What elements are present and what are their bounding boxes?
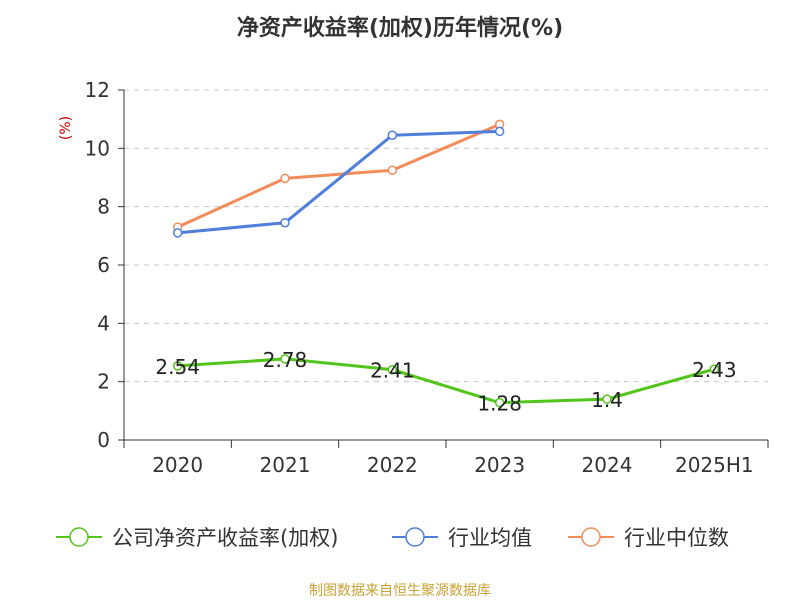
x-tick-label: 2025H1 bbox=[675, 453, 754, 477]
legend: 公司净资产收益率(加权) 行业均值 行业中位数 bbox=[56, 526, 729, 550]
legend-label: 行业中位数 bbox=[624, 526, 729, 550]
data-point bbox=[280, 354, 290, 364]
x-tick-label: 2024 bbox=[582, 453, 633, 477]
series-group bbox=[172, 119, 720, 408]
y-tick-label: 0 bbox=[97, 428, 110, 452]
data-label: 2.43 bbox=[692, 358, 737, 382]
y-axis-label: (%) bbox=[58, 116, 74, 140]
legend-marker bbox=[405, 527, 425, 547]
data-label: 1.28 bbox=[477, 392, 522, 416]
x-tick-label: 2021 bbox=[260, 453, 311, 477]
x-tick-label: 2023 bbox=[474, 453, 525, 477]
series-line bbox=[177, 357, 715, 405]
y-tick-label: 6 bbox=[97, 253, 110, 277]
data-point bbox=[709, 364, 720, 374]
y-tick-label: 2 bbox=[97, 370, 110, 394]
y-tick-label: 10 bbox=[85, 136, 110, 160]
data-point bbox=[280, 217, 290, 228]
y-tick-label: 8 bbox=[97, 195, 110, 219]
x-tick-label: 2022 bbox=[367, 453, 418, 477]
data-point bbox=[387, 165, 398, 175]
data-label: 2.41 bbox=[370, 359, 415, 383]
series-line bbox=[177, 123, 501, 229]
legend-marker bbox=[69, 527, 89, 547]
data-point bbox=[387, 130, 398, 140]
axes: 0 2 4 6 8 10 12 2020 2021 2022 2023 2024 2025H1 (%) bbox=[58, 78, 769, 477]
data-point bbox=[387, 364, 398, 375]
data-label: 2.78 bbox=[263, 348, 308, 372]
y-tick-label: 4 bbox=[97, 311, 110, 335]
chart-title: 净资产收益率(加权)历年情况(%) bbox=[236, 16, 564, 41]
legend-label: 公司净资产收益率(加权) bbox=[112, 526, 338, 550]
data-point bbox=[494, 397, 505, 408]
x-tick-label: 2020 bbox=[152, 453, 203, 477]
data-point bbox=[172, 361, 183, 371]
data-point bbox=[172, 228, 183, 238]
source-note: 制图数据来自恒生聚源数据库 bbox=[309, 583, 491, 599]
data-point bbox=[494, 126, 505, 137]
data-label: 1.4 bbox=[591, 388, 623, 412]
series-line bbox=[177, 129, 500, 235]
y-tick-label: 12 bbox=[85, 78, 110, 102]
data-point bbox=[602, 394, 612, 404]
legend-label: 行业均值 bbox=[448, 526, 532, 550]
data-label: 2.54 bbox=[155, 355, 200, 379]
legend-marker bbox=[581, 527, 601, 547]
data-point bbox=[280, 173, 290, 184]
data-labels: 2.54 2.78 2.41 1.28 1.4 2.43 bbox=[155, 348, 736, 416]
